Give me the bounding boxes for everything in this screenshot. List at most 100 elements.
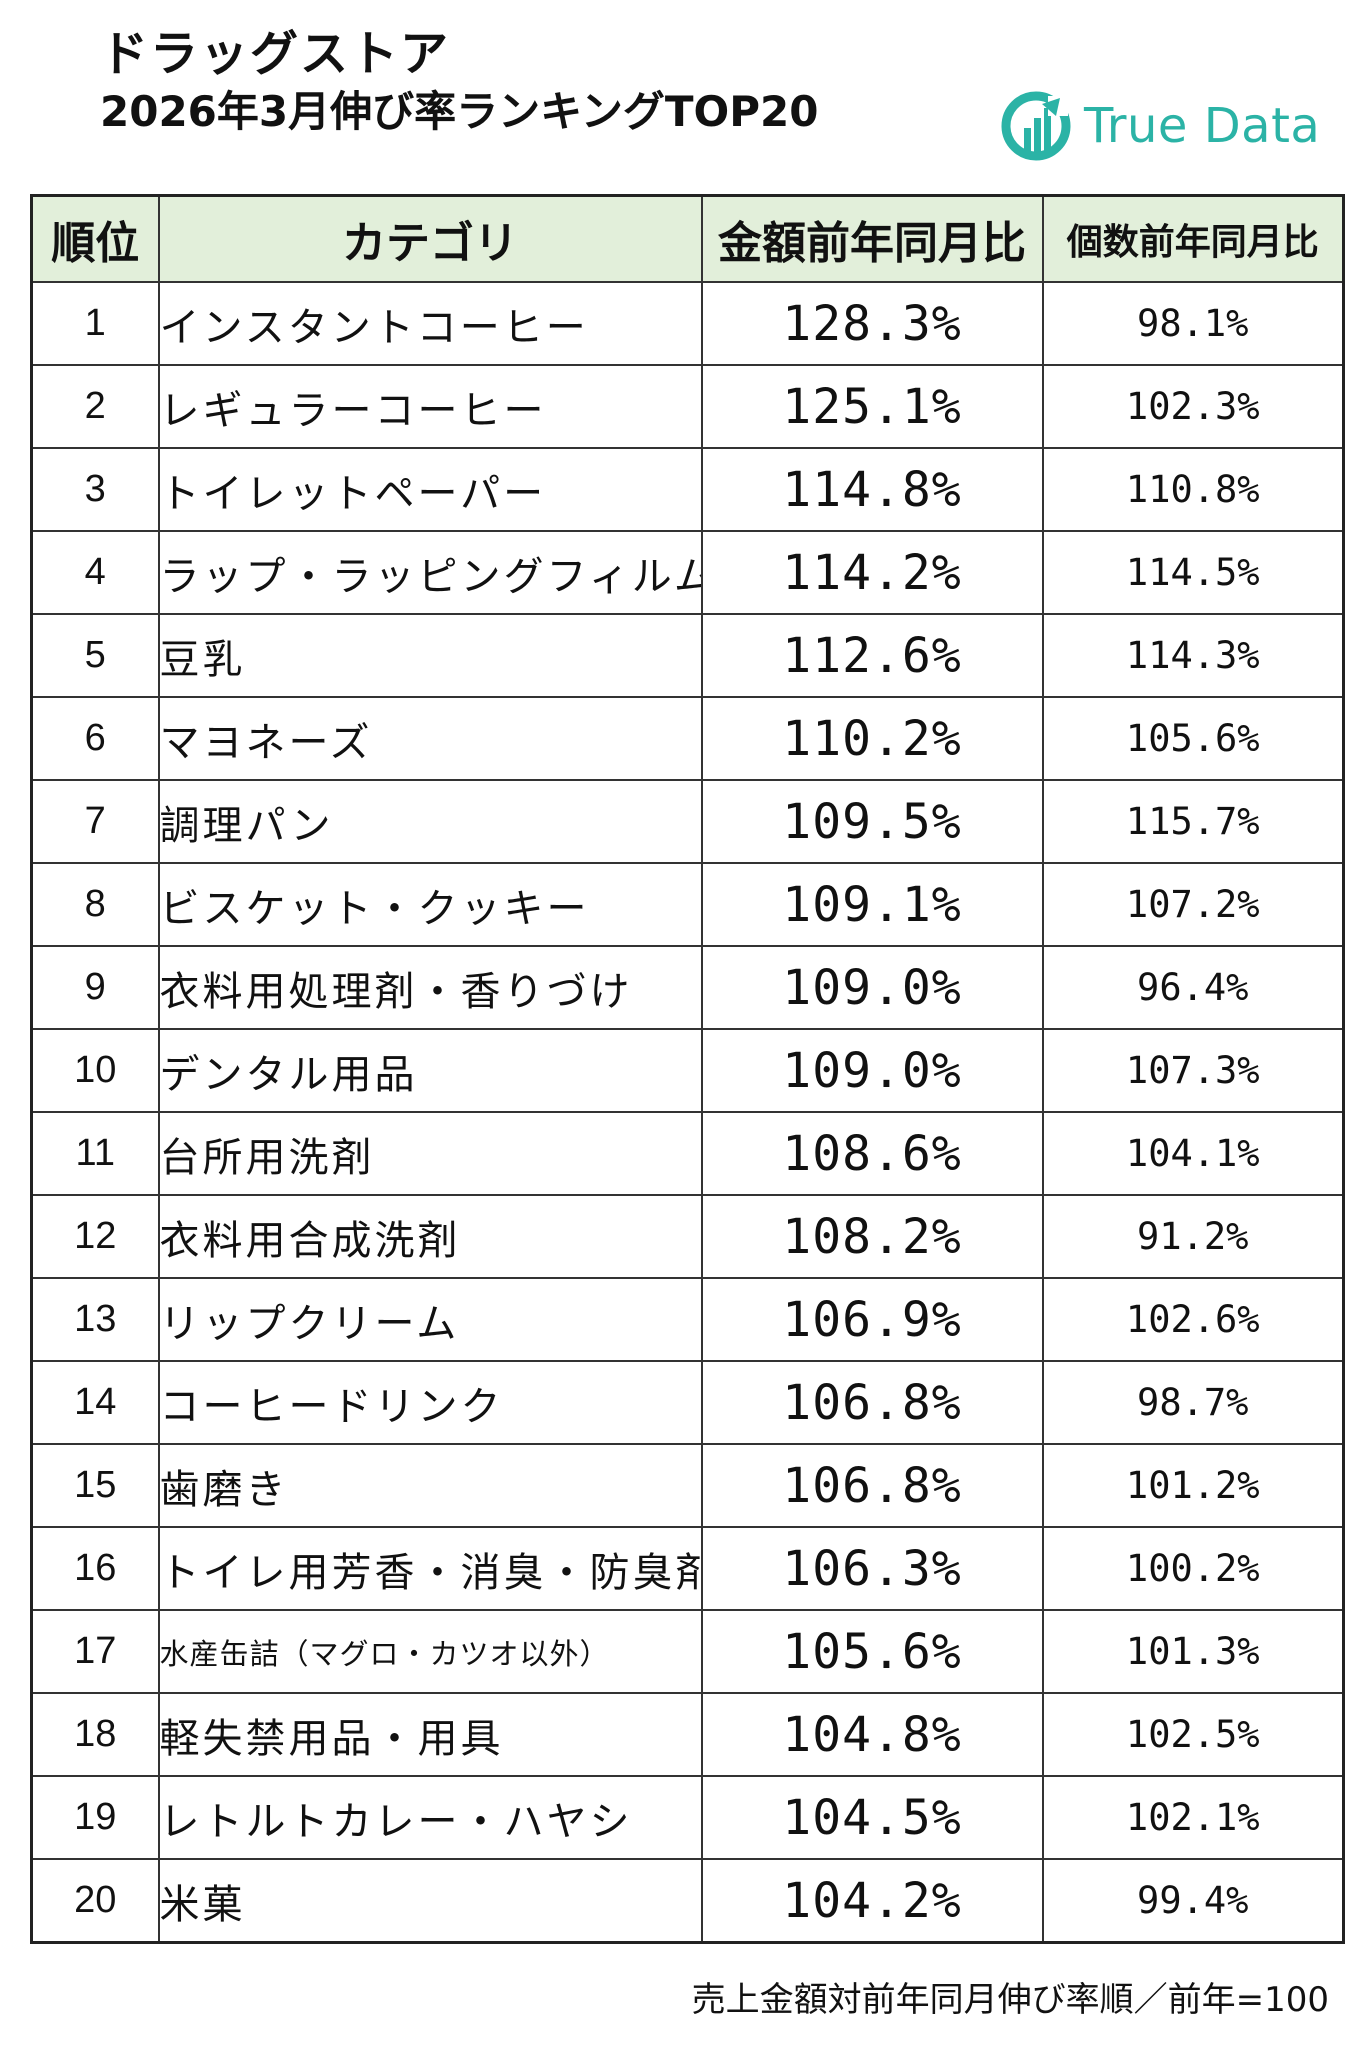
page-subtitle: 2026年3月伸び率ランキングTOP20: [100, 87, 819, 136]
amount-ratio-cell: 114.8%: [700, 447, 1044, 532]
category-cell: 台所用洗剤: [157, 1111, 703, 1196]
quantity-ratio-cell: 110.8%: [1041, 447, 1345, 532]
table-body: 1 インスタントコーヒー 128.3% 98.1% 2 レギュラーコーヒー 125.1% 10…: [30, 281, 1345, 1944]
rank-cell: 20: [30, 1858, 160, 1944]
amount-ratio-cell: 106.8%: [700, 1360, 1044, 1445]
table-row: 14 コーヒードリンク 106.8% 98.7%: [30, 1360, 1345, 1445]
rank-cell: 6: [30, 696, 160, 781]
quantity-ratio-cell: 114.5%: [1041, 530, 1345, 615]
category-cell: トイレ用芳香・消臭・防臭剤: [157, 1526, 703, 1611]
amount-ratio-cell: 109.0%: [700, 1028, 1044, 1113]
quantity-ratio-cell: 114.3%: [1041, 613, 1345, 698]
rank-cell: 16: [30, 1526, 160, 1611]
amount-ratio-cell: 104.2%: [700, 1858, 1044, 1944]
table-row: 4 ラップ・ラッピングフィルム 114.2% 114.5%: [30, 530, 1345, 615]
amount-ratio-cell: 109.1%: [700, 862, 1044, 947]
table-header-row: 順位 カテゴリ 金額前年同月比 個数前年同月比: [30, 194, 1345, 283]
amount-ratio-cell: 105.6%: [700, 1609, 1044, 1694]
amount-ratio-cell: 114.2%: [700, 530, 1044, 615]
category-cell: マヨネーズ: [157, 696, 703, 781]
amount-ratio-cell: 106.3%: [700, 1526, 1044, 1611]
quantity-ratio-cell: 105.6%: [1041, 696, 1345, 781]
table-row: 9 衣料用処理剤・香りづけ 109.0% 96.4%: [30, 945, 1345, 1030]
rank-cell: 7: [30, 779, 160, 864]
table-row: 6 マヨネーズ 110.2% 105.6%: [30, 696, 1345, 781]
category-cell: ラップ・ラッピングフィルム: [157, 530, 703, 615]
amount-ratio-cell: 128.3%: [700, 281, 1044, 366]
rank-cell: 17: [30, 1609, 160, 1694]
table-row: 13 リップクリーム 106.9% 102.6%: [30, 1277, 1345, 1362]
table-row: 7 調理パン 109.5% 115.7%: [30, 779, 1345, 864]
rank-cell: 10: [30, 1028, 160, 1113]
amount-ratio-cell: 106.9%: [700, 1277, 1044, 1362]
table-row: 2 レギュラーコーヒー 125.1% 102.3%: [30, 364, 1345, 449]
category-cell: 衣料用合成洗剤: [157, 1194, 703, 1279]
quantity-ratio-cell: 102.3%: [1041, 364, 1345, 449]
quantity-ratio-cell: 98.1%: [1041, 281, 1345, 366]
table-row: 17 水産缶詰（マグロ・カツオ以外） 105.6% 101.3%: [30, 1609, 1345, 1694]
quantity-ratio-cell: 100.2%: [1041, 1526, 1345, 1611]
column-header-quantity: 個数前年同月比: [1041, 194, 1345, 283]
quantity-ratio-cell: 101.2%: [1041, 1443, 1345, 1528]
table-row: 16 トイレ用芳香・消臭・防臭剤 106.3% 100.2%: [30, 1526, 1345, 1611]
column-header-category: カテゴリ: [157, 194, 703, 283]
page-title: ドラッグストア: [100, 26, 451, 82]
rank-cell: 9: [30, 945, 160, 1030]
quantity-ratio-cell: 98.7%: [1041, 1360, 1345, 1445]
amount-ratio-cell: 109.0%: [700, 945, 1044, 1030]
rank-cell: 18: [30, 1692, 160, 1777]
quantity-ratio-cell: 107.3%: [1041, 1028, 1345, 1113]
rank-cell: 1: [30, 281, 160, 366]
rank-cell: 11: [30, 1111, 160, 1196]
table-row: 11 台所用洗剤 108.6% 104.1%: [30, 1111, 1345, 1196]
table-row: 3 トイレットペーパー 114.8% 110.8%: [30, 447, 1345, 532]
category-cell: 水産缶詰（マグロ・カツオ以外）: [157, 1609, 703, 1694]
table-row: 20 米菓 104.2% 99.4%: [30, 1858, 1345, 1944]
rank-cell: 13: [30, 1277, 160, 1362]
amount-ratio-cell: 125.1%: [700, 364, 1044, 449]
quantity-ratio-cell: 101.3%: [1041, 1609, 1345, 1694]
amount-ratio-cell: 108.2%: [700, 1194, 1044, 1279]
amount-ratio-cell: 112.6%: [700, 613, 1044, 698]
amount-ratio-cell: 106.8%: [700, 1443, 1044, 1528]
category-cell: 衣料用処理剤・香りづけ: [157, 945, 703, 1030]
category-cell: 米菓: [157, 1858, 703, 1944]
rank-cell: 14: [30, 1360, 160, 1445]
category-cell: ビスケット・クッキー: [157, 862, 703, 947]
quantity-ratio-cell: 91.2%: [1041, 1194, 1345, 1279]
category-cell: レギュラーコーヒー: [157, 364, 703, 449]
table-row: 15 歯磨き 106.8% 101.2%: [30, 1443, 1345, 1528]
table-row: 8 ビスケット・クッキー 109.1% 107.2%: [30, 862, 1345, 947]
quantity-ratio-cell: 107.2%: [1041, 862, 1345, 947]
quantity-ratio-cell: 115.7%: [1041, 779, 1345, 864]
amount-ratio-cell: 108.6%: [700, 1111, 1044, 1196]
quantity-ratio-cell: 102.5%: [1041, 1692, 1345, 1777]
table-row: 10 デンタル用品 109.0% 107.3%: [30, 1028, 1345, 1113]
logo-text: True Data: [1084, 98, 1321, 154]
column-header-rank: 順位: [30, 194, 160, 283]
rank-cell: 4: [30, 530, 160, 615]
rank-cell: 3: [30, 447, 160, 532]
amount-ratio-cell: 110.2%: [700, 696, 1044, 781]
table-row: 19 レトルトカレー・ハヤシ 104.5% 102.1%: [30, 1775, 1345, 1860]
quantity-ratio-cell: 102.6%: [1041, 1277, 1345, 1362]
quantity-ratio-cell: 104.1%: [1041, 1111, 1345, 1196]
category-cell: レトルトカレー・ハヤシ: [157, 1775, 703, 1860]
amount-ratio-cell: 109.5%: [700, 779, 1044, 864]
category-cell: 歯磨き: [157, 1443, 703, 1528]
table-row: 1 インスタントコーヒー 128.3% 98.1%: [30, 281, 1345, 366]
category-cell: デンタル用品: [157, 1028, 703, 1113]
category-cell: 豆乳: [157, 613, 703, 698]
category-cell: リップクリーム: [157, 1277, 703, 1362]
category-cell: インスタントコーヒー: [157, 281, 703, 366]
category-cell: トイレットペーパー: [157, 447, 703, 532]
rank-cell: 5: [30, 613, 160, 698]
quantity-ratio-cell: 96.4%: [1041, 945, 1345, 1030]
amount-ratio-cell: 104.5%: [700, 1775, 1044, 1860]
amount-ratio-cell: 104.8%: [700, 1692, 1044, 1777]
category-cell: 軽失禁用品・用具: [157, 1692, 703, 1777]
rank-cell: 8: [30, 862, 160, 947]
truedata-logo-icon: [1001, 91, 1071, 161]
table-row: 5 豆乳 112.6% 114.3%: [30, 613, 1345, 698]
category-cell: コーヒードリンク: [157, 1360, 703, 1445]
